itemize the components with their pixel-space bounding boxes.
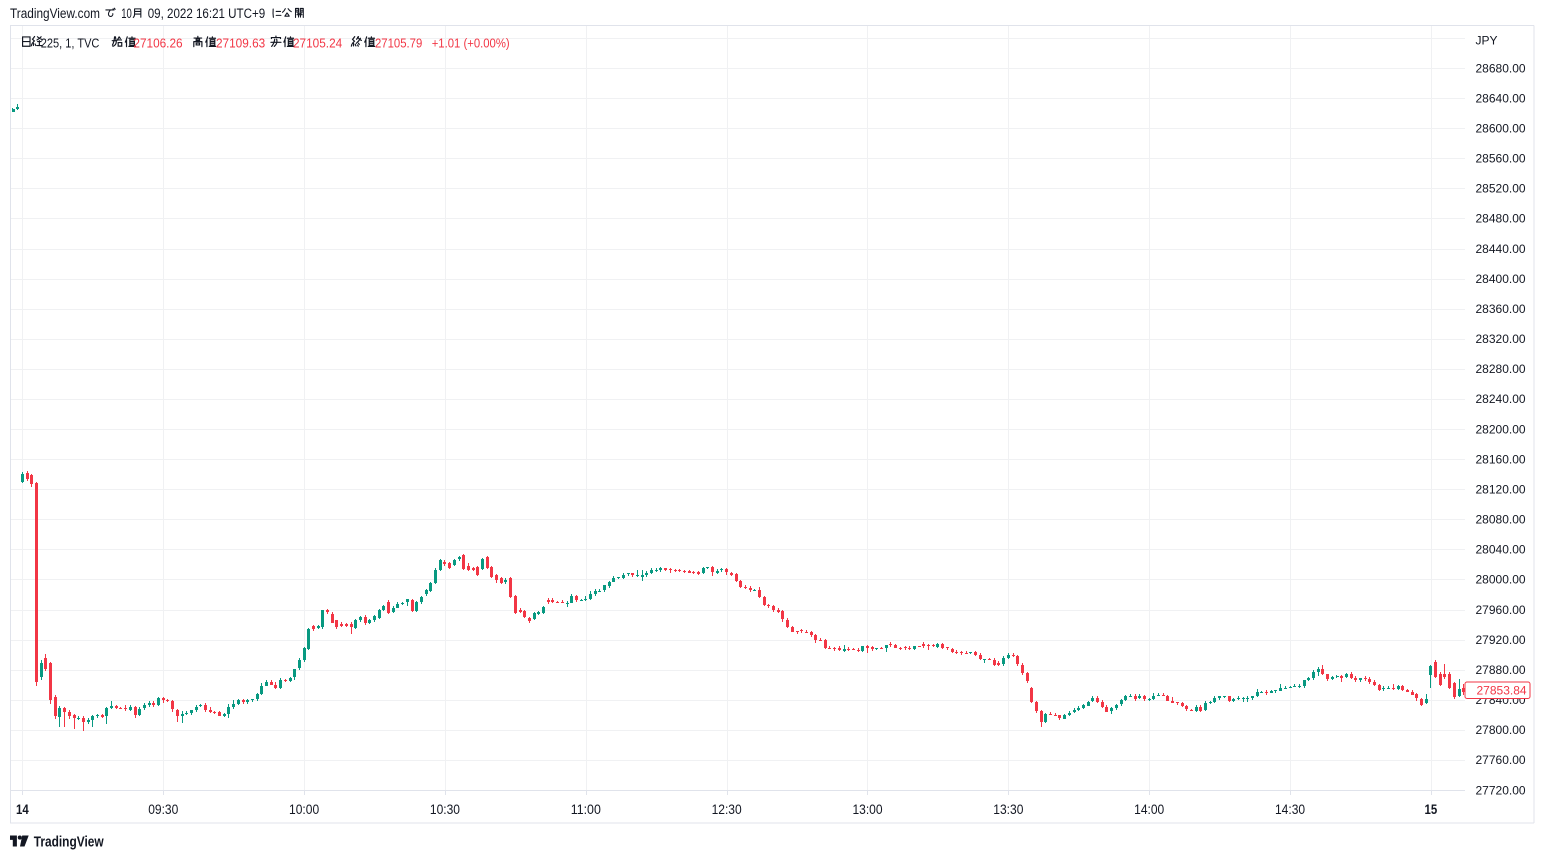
svg-text:27105.79: 27105.79 <box>375 35 422 50</box>
svg-text:28240.00: 28240.00 <box>1476 392 1526 406</box>
svg-text:28280.00: 28280.00 <box>1476 362 1526 376</box>
svg-text:28200.00: 28200.00 <box>1476 422 1526 436</box>
svg-text:27105.24: 27105.24 <box>293 35 342 50</box>
svg-text:27853.84: 27853.84 <box>1477 684 1527 698</box>
svg-text:28000.00: 28000.00 <box>1476 573 1526 587</box>
svg-text:28120.00: 28120.00 <box>1476 482 1526 496</box>
svg-text:+1.01 (+0.00%): +1.01 (+0.00%) <box>432 35 510 50</box>
svg-text:28160.00: 28160.00 <box>1476 452 1526 466</box>
svg-text:28040.00: 28040.00 <box>1476 543 1526 557</box>
svg-text:TradingView: TradingView <box>34 835 105 851</box>
svg-text:28480.00: 28480.00 <box>1476 212 1526 226</box>
svg-text:09:30: 09:30 <box>148 801 178 817</box>
svg-text:10: 10 <box>121 6 132 21</box>
svg-text:10:00: 10:00 <box>289 801 319 817</box>
svg-text:13:30: 13:30 <box>993 801 1023 817</box>
svg-text:14:00: 14:00 <box>1134 801 1164 817</box>
svg-text:225, 1, TVC: 225, 1, TVC <box>41 35 100 50</box>
svg-text:27720.00: 27720.00 <box>1476 783 1526 797</box>
svg-text:28680.00: 28680.00 <box>1476 61 1526 75</box>
svg-text:28320.00: 28320.00 <box>1476 332 1526 346</box>
svg-text:28400.00: 28400.00 <box>1476 272 1526 286</box>
svg-text:15: 15 <box>1425 801 1438 817</box>
svg-text:09, 2022 16:21 UTC+9: 09, 2022 16:21 UTC+9 <box>148 6 266 21</box>
svg-text:28560.00: 28560.00 <box>1476 152 1526 166</box>
svg-text:14:30: 14:30 <box>1275 801 1305 817</box>
svg-text:28440.00: 28440.00 <box>1476 242 1526 256</box>
svg-text:27880.00: 27880.00 <box>1476 663 1526 677</box>
svg-text:11:00: 11:00 <box>571 801 601 817</box>
svg-text:27109.63: 27109.63 <box>216 35 265 50</box>
svg-text:JPY: JPY <box>1476 33 1498 47</box>
svg-text:10:30: 10:30 <box>430 801 460 817</box>
svg-text:27760.00: 27760.00 <box>1476 753 1526 767</box>
svg-text:27800.00: 27800.00 <box>1476 723 1526 737</box>
svg-text:14: 14 <box>16 801 29 817</box>
svg-text:28080.00: 28080.00 <box>1476 513 1526 527</box>
svg-text:TradingView.com: TradingView.com <box>10 6 100 21</box>
svg-text:28600.00: 28600.00 <box>1476 121 1526 135</box>
svg-text:27106.26: 27106.26 <box>133 35 182 50</box>
svg-text:27960.00: 27960.00 <box>1476 603 1526 617</box>
svg-text:27920.00: 27920.00 <box>1476 633 1526 647</box>
svg-text:13:00: 13:00 <box>852 801 882 817</box>
svg-text:28520.00: 28520.00 <box>1476 182 1526 196</box>
svg-text:28360.00: 28360.00 <box>1476 302 1526 316</box>
svg-text:12:30: 12:30 <box>712 801 742 817</box>
svg-text:28640.00: 28640.00 <box>1476 91 1526 105</box>
